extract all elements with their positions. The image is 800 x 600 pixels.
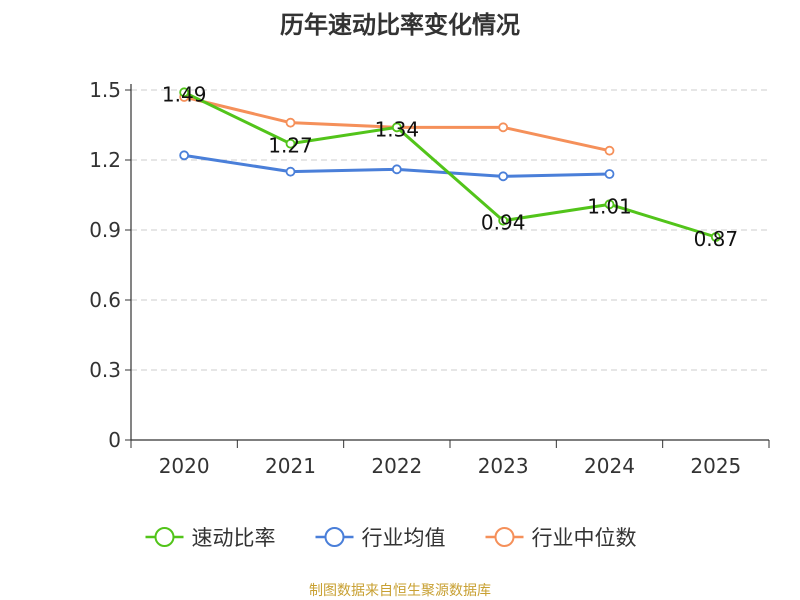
- legend: 速动比率 行业均值 行业中位数: [145, 526, 637, 550]
- legend-label-0: 速动比率: [192, 526, 276, 550]
- y-tick-label: 0.9: [89, 218, 121, 242]
- source-note: 制图数据来自恒生聚源数据库: [309, 583, 491, 599]
- series-0-point: [285, 138, 296, 149]
- legend-marker-0: [154, 527, 175, 547]
- series-0-point: [604, 199, 615, 210]
- series-2-point: [498, 122, 509, 133]
- series-2-point: [285, 117, 296, 128]
- axis-layer: 0 0.3 0.6 0.9 1.2 1.5 2020 2021 2022 2023 2024 2025: [89, 78, 770, 478]
- series-0-point: [179, 87, 190, 98]
- data-label: 0.87: [694, 227, 739, 251]
- data-label: 1.49: [162, 82, 207, 106]
- grid-layer: [131, 89, 769, 371]
- y-tick-label: 0.6: [89, 288, 121, 312]
- chart-title: 历年速动比率变化情况: [280, 11, 520, 39]
- series-1-point: [391, 164, 402, 175]
- x-tick-label: 2021: [265, 454, 316, 478]
- y-tick-label: 0: [108, 428, 121, 452]
- x-tick-label: 2025: [690, 454, 741, 478]
- data-label: 1.34: [375, 117, 420, 141]
- y-tick-label: 0.3: [89, 358, 121, 382]
- series-1-point: [498, 171, 509, 182]
- series-0-point: [710, 232, 721, 242]
- x-tick-label: 2024: [584, 454, 635, 478]
- legend-label-2: 行业中位数: [532, 526, 637, 550]
- series-1-point: [179, 150, 190, 161]
- y-tick-label: 1.5: [89, 78, 121, 102]
- legend-marker-1: [324, 527, 345, 547]
- x-tick-label: 2023: [478, 454, 529, 478]
- series-layer: [179, 87, 721, 242]
- series-2-point: [604, 145, 615, 156]
- series-line-0: [183, 90, 717, 239]
- data-label: 0.94: [481, 211, 526, 235]
- data-label: 1.01: [587, 194, 632, 218]
- series-0-point: [391, 122, 402, 133]
- x-tick-label: 2022: [371, 454, 422, 478]
- data-label: 1.27: [268, 134, 313, 158]
- legend-label-1: 行业均值: [362, 526, 446, 550]
- series-1-point: [604, 169, 615, 179]
- data-label-layer: 1.49 1.27 1.34 0.94 1.01 0.87: [162, 82, 738, 251]
- series-0-point: [498, 215, 509, 226]
- series-1-point: [285, 166, 296, 177]
- y-tick-label: 1.2: [89, 148, 121, 172]
- x-tick-label: 2020: [159, 454, 210, 478]
- legend-marker-2: [494, 527, 515, 547]
